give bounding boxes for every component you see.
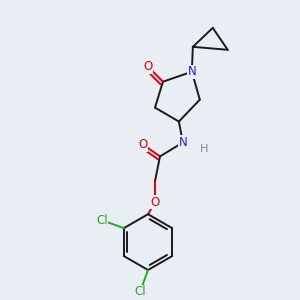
Text: O: O <box>138 138 148 151</box>
Text: O: O <box>150 196 160 209</box>
Text: O: O <box>143 60 153 73</box>
Text: H: H <box>200 144 208 154</box>
Text: N: N <box>178 136 187 149</box>
Text: N: N <box>188 65 196 78</box>
Text: Cl: Cl <box>96 214 108 227</box>
Text: Cl: Cl <box>134 285 146 298</box>
